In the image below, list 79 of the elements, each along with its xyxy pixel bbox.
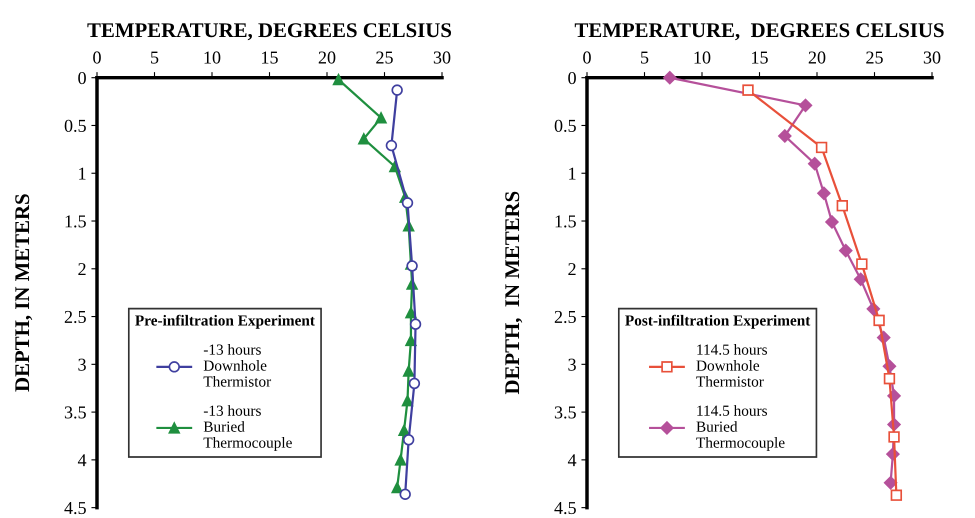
point [402, 434, 414, 446]
y-tick-label: 0.5 [64, 120, 86, 132]
x-tick-label: 5 [641, 52, 648, 64]
point [394, 454, 406, 466]
y-tick-label: 4 [568, 454, 576, 466]
point [663, 70, 677, 84]
point [406, 260, 418, 272]
point [332, 74, 344, 86]
point [410, 318, 422, 330]
y-tick-label: 3 [78, 358, 86, 371]
point [400, 488, 411, 500]
point [816, 142, 828, 154]
point [402, 197, 414, 209]
point [884, 372, 896, 384]
point [391, 482, 403, 494]
legend-label: 114.5 hours Downhole Thermistor [696, 344, 768, 387]
x-axis-title: TEMPERATURE, DEGREES CELSIUS [87, 23, 452, 40]
point [890, 490, 902, 501]
y-tick-label: 2 [568, 263, 576, 276]
legend-label: 114.5 hours Buried Thermocouple [696, 405, 785, 451]
y-tick-label: 4 [78, 454, 86, 466]
point [358, 133, 370, 145]
y-tick-label: 2.5 [64, 310, 86, 324]
x-tick-label: 0 [583, 51, 591, 64]
point [839, 244, 852, 258]
x-tick-label: 5 [151, 52, 158, 64]
y-tick-label: 1 [79, 168, 86, 180]
y-tick-label: 1.5 [66, 215, 86, 228]
point [856, 258, 868, 270]
legend-label: -13 hours Downhole Thermistor [204, 344, 272, 387]
point [888, 431, 900, 443]
y-tick-label: 3.5 [64, 406, 86, 419]
point [405, 334, 417, 346]
y-tick-label: 3 [568, 358, 576, 371]
y-tick-label: 4.5 [554, 502, 576, 514]
point [398, 424, 410, 436]
y-tick-label: 0 [568, 72, 576, 84]
legend-title: Pre-infiltration Experiment [135, 314, 315, 329]
legend-title: Post-infiltration Experiment [625, 314, 810, 329]
y-tick-label: 1 [569, 168, 576, 180]
point [836, 200, 848, 212]
x-tick-label: 30 [434, 51, 450, 64]
y-axis-title: DEPTH, IN METERS [505, 192, 522, 394]
point [386, 140, 398, 152]
x-tick-label: 25 [866, 51, 883, 64]
x-tick-label: 20 [318, 51, 336, 64]
point [391, 84, 403, 96]
point [375, 112, 387, 124]
x-tick-label: 15 [262, 52, 278, 64]
y-tick-label: 2.5 [554, 310, 576, 324]
x-tick-label: 10 [694, 51, 710, 64]
x-tick-label: 15 [752, 52, 768, 64]
point [884, 476, 898, 490]
point [402, 365, 414, 377]
y-tick-label: 4.5 [64, 502, 86, 514]
point [873, 314, 885, 326]
y-tick-label: 0 [78, 72, 86, 84]
point [402, 394, 414, 406]
y-tick-label: 1.5 [556, 215, 576, 228]
x-tick-label: 30 [924, 51, 940, 64]
y-tick-label: 2 [78, 263, 86, 276]
point [408, 378, 420, 390]
y-tick-label: 0.5 [554, 120, 576, 132]
point [825, 215, 839, 229]
x-tick-label: 0 [93, 51, 101, 64]
y-tick-label: 3.5 [554, 406, 576, 419]
point [854, 272, 868, 286]
x-tick-label: 20 [808, 51, 826, 64]
x-tick-label: 25 [376, 51, 393, 64]
point [778, 129, 792, 143]
point [742, 84, 754, 96]
point [798, 98, 812, 112]
point [817, 186, 831, 200]
legend-label: -13 hours Buried Thermocouple [204, 405, 292, 451]
point [808, 156, 822, 170]
point [405, 307, 417, 318]
x-tick-label: 10 [204, 51, 220, 64]
y-axis-title: DEPTH, IN METERS [15, 194, 32, 392]
x-axis-title: TEMPERATURE, DEGREES CELSIUS [574, 23, 944, 40]
